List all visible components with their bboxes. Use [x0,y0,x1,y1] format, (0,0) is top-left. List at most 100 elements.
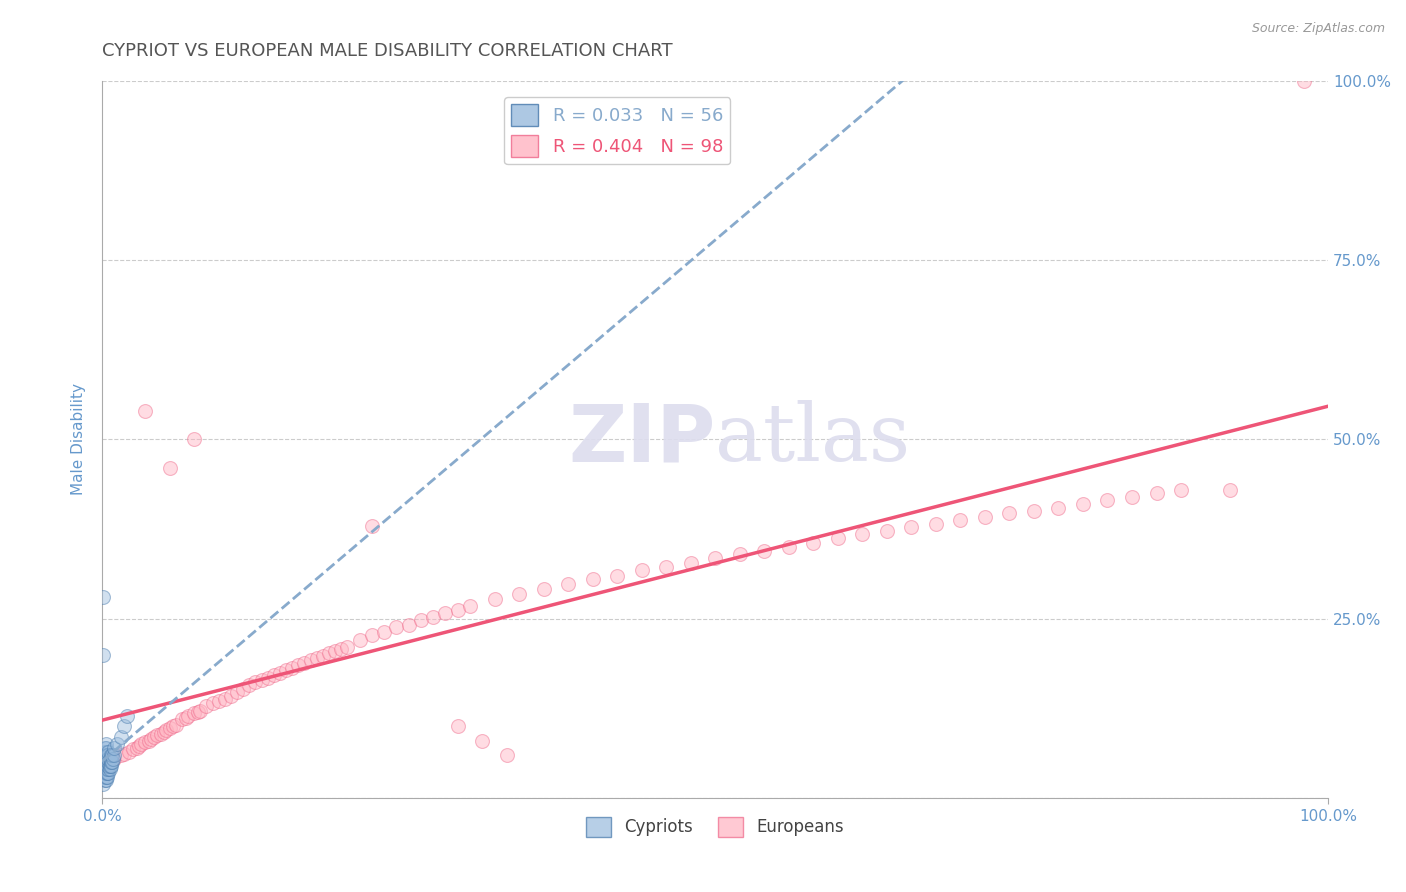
Point [94,748,117,763]
Point [101,748,124,763]
Point [94,737,117,751]
Point [349,633,371,648]
Point [94,770,117,784]
Point [361,627,384,641]
Point [134,735,156,749]
Point [226,685,249,699]
Point [195,699,218,714]
Point [96,770,118,784]
Point [93,763,115,777]
Point [103,748,125,763]
Point [96,752,118,766]
Point [97,763,120,777]
Point [330,641,353,656]
Point [447,603,470,617]
Point [134,403,156,417]
Point [827,532,849,546]
Point [100,748,122,763]
Point [98,759,121,773]
Point [152,725,174,739]
Point [174,711,197,725]
Point [876,524,898,539]
Point [170,712,193,726]
Point [94,740,117,755]
Point [361,518,384,533]
Point [159,721,181,735]
Point [121,742,143,756]
Point [998,506,1021,520]
Point [250,673,273,687]
Point [409,613,432,627]
Point [110,748,132,763]
Point [93,766,115,780]
Point [385,620,408,634]
Point [94,763,117,777]
Point [263,667,285,681]
Point [1292,74,1315,88]
Text: atlas: atlas [716,401,910,478]
Point [704,550,727,565]
Point [323,644,346,658]
Point [183,433,205,447]
Y-axis label: Male Disability: Male Disability [72,384,86,495]
Point [93,748,115,763]
Point [94,745,117,759]
Point [93,591,115,605]
Point [97,748,120,763]
Point [201,697,224,711]
Point [96,759,118,773]
Point [655,560,678,574]
Point [93,777,115,791]
Point [238,678,260,692]
Point [155,723,177,737]
Point [98,752,121,766]
Point [1121,490,1143,504]
Point [141,732,163,747]
Point [581,572,603,586]
Point [299,653,322,667]
Point [125,740,148,755]
Point [1047,500,1070,515]
Point [256,671,278,685]
Point [219,690,242,704]
Point [1170,483,1192,497]
Point [93,740,115,755]
Point [484,591,506,606]
Point [94,773,117,788]
Point [96,766,118,780]
Point [105,737,128,751]
Point [131,737,153,751]
Point [93,759,115,773]
Point [97,766,120,780]
Point [281,660,304,674]
Point [305,651,328,665]
Point [458,599,481,613]
Point [1146,486,1168,500]
Point [312,649,335,664]
Point [214,692,236,706]
Point [128,739,150,754]
Point [97,756,120,770]
Point [97,745,120,759]
Point [232,682,254,697]
Point [606,568,628,582]
Point [93,759,115,773]
Point [159,461,181,475]
Point [93,648,115,662]
Point [93,773,115,788]
Point [801,536,824,550]
Point [287,658,309,673]
Point [679,556,702,570]
Point [422,610,444,624]
Point [925,517,948,532]
Point [97,759,120,773]
Text: Source: ZipAtlas.com: Source: ZipAtlas.com [1251,22,1385,36]
Point [97,756,120,770]
Point [318,646,340,660]
Point [630,563,652,577]
Point [162,719,184,733]
Point [118,745,141,759]
Point [93,752,115,766]
Point [150,726,173,740]
Point [142,730,165,744]
